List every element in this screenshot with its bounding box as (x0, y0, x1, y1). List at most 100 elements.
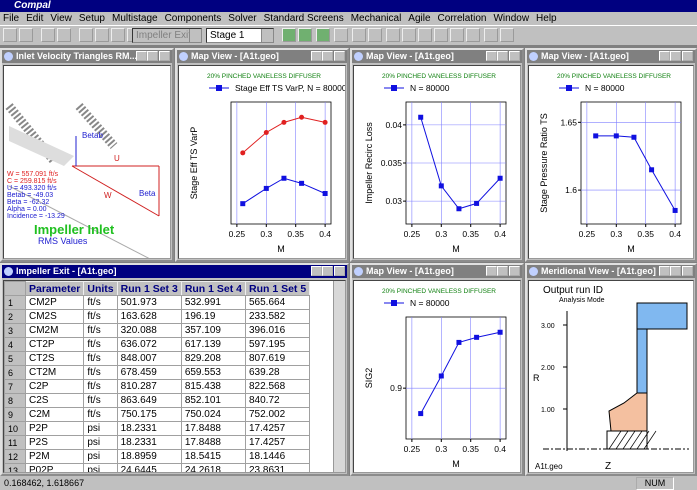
table-cell: 18.1446 (244, 449, 311, 464)
menu-item[interactable]: Multistage (112, 13, 158, 24)
window-title-bar: Impeller Exit - [A1t.geo] (2, 265, 347, 278)
data-point (474, 334, 480, 340)
window-button[interactable] (497, 51, 508, 61)
table-cell: 17.4257 (244, 435, 311, 450)
toolbar-button[interactable] (111, 28, 125, 42)
table-cell: 678.459 (116, 365, 182, 380)
result-value: Alpha = 0.00 (7, 206, 47, 213)
window-button[interactable] (334, 51, 345, 61)
header-cell: Run 1 Set 4 (180, 281, 247, 296)
toolbar-button[interactable] (368, 28, 382, 42)
toolbar-button[interactable] (298, 28, 312, 42)
window-button[interactable] (509, 266, 520, 276)
x-tick-label: 0.4 (494, 444, 506, 454)
legend-label: Stage Eff TS VarP, N = 80000 (235, 83, 345, 93)
table-cell: P02P (24, 463, 85, 472)
toolbar-button[interactable] (282, 28, 296, 42)
toolbar-button[interactable] (352, 28, 366, 42)
window-button[interactable] (147, 51, 158, 61)
window-button[interactable] (659, 51, 670, 61)
table-cell: 233.582 (244, 309, 311, 324)
menu-item[interactable]: Window (493, 13, 530, 24)
toolbar-button[interactable] (316, 28, 330, 42)
toolbar-button[interactable] (19, 28, 33, 42)
menu-item[interactable]: Components (164, 13, 222, 24)
table-cell: 597.195 (244, 337, 311, 352)
toolbar-button[interactable] (3, 28, 17, 42)
menu-item[interactable]: Solver (228, 13, 257, 24)
window-title: Meridional View - [A1t.geo] (541, 266, 656, 276)
toolbar-button[interactable] (386, 28, 400, 42)
menu-item[interactable]: Agile (408, 13, 431, 24)
header-row: Parameter Units Run 1 Set 3 Run 1 Set 4 Run … (4, 281, 311, 296)
diagram-label: Beta (139, 189, 156, 198)
menu-item[interactable]: Mechanical (350, 13, 402, 24)
window-button[interactable] (486, 51, 497, 61)
window-button[interactable] (486, 266, 497, 276)
menu-item[interactable]: View (50, 13, 72, 24)
window-title: Map View - [A1t.geo] (191, 51, 279, 61)
velocity-diagram: Betab U W Beta W = 557.091 ft/sC = 259.815 f… (5, 103, 160, 258)
chart: 20% PINCHED VANELESS DIFFUSER N = 80000 0.… (364, 288, 507, 469)
table-cell: ft/s (83, 365, 118, 380)
toolbar-button[interactable] (500, 28, 514, 42)
window-button[interactable] (136, 51, 147, 61)
chart: 20% PINCHED VANELESS DIFFUSER Stage Eff T… (189, 73, 345, 254)
window-button[interactable] (334, 266, 345, 276)
toolbar-button[interactable] (434, 28, 448, 42)
toolbar-button[interactable] (466, 28, 480, 42)
toolbar-button[interactable] (334, 28, 348, 42)
table-cell: CM2M (24, 323, 85, 338)
table-cell: 18.2331 (116, 421, 182, 436)
table-cell: psi (83, 463, 118, 472)
row-number: 12 (4, 449, 26, 464)
toolbar-button[interactable] (57, 28, 71, 42)
toolbar-button[interactable] (450, 28, 464, 42)
data-point (299, 114, 305, 120)
data-point (281, 119, 287, 125)
blade-shadow (9, 126, 74, 166)
window-button[interactable] (322, 51, 333, 61)
table-cell: 750.024 (180, 407, 247, 422)
toolbar-button[interactable] (95, 28, 109, 42)
table-row: 6 CT2M ft/s 678.459 659.553 639.28 (4, 365, 311, 380)
toolbar-button[interactable] (79, 28, 93, 42)
legend-marker (391, 85, 397, 91)
window-button[interactable] (670, 266, 681, 276)
combo-box[interactable]: Impeller Exit (132, 28, 202, 43)
x-tick-label: 0.25 (579, 229, 596, 239)
menu-item[interactable]: Standard Screens (263, 13, 344, 24)
window-button[interactable] (682, 266, 693, 276)
menu-item[interactable]: Setup (78, 13, 105, 24)
window-button[interactable] (322, 266, 333, 276)
window-button[interactable] (159, 51, 170, 61)
data-point (631, 134, 637, 140)
window-button[interactable] (509, 51, 520, 61)
window-button[interactable] (659, 266, 670, 276)
window-button[interactable] (682, 51, 693, 61)
combo-box[interactable]: Stage 1 (206, 28, 274, 43)
menu-item[interactable]: File (3, 13, 20, 24)
axis-label: 1.00 (541, 407, 555, 414)
x-tick-label: 0.3 (260, 229, 272, 239)
menu-item[interactable]: Correlation (437, 13, 487, 24)
window-client: 20% PINCHED VANELESS DIFFUSER N = 80000 0.… (353, 280, 521, 473)
menu-item[interactable]: Help (536, 13, 557, 24)
toolbar-button[interactable] (402, 28, 416, 42)
table-cell: 822.568 (244, 379, 311, 394)
legend-label: N = 80000 (410, 83, 450, 93)
x-tick-label: 0.3 (435, 444, 447, 454)
window-button[interactable] (311, 266, 322, 276)
data-point (418, 411, 424, 417)
toolbar-button[interactable] (41, 28, 55, 42)
toolbar-button[interactable] (484, 28, 498, 42)
toolbar-button[interactable] (418, 28, 432, 42)
hatch (622, 430, 636, 450)
menu-item[interactable]: Edit (26, 13, 44, 24)
chart-subtitle: 20% PINCHED VANELESS DIFFUSER (557, 73, 671, 80)
window-button[interactable] (670, 51, 681, 61)
window-title-bar: Map View - [A1t.geo] (177, 50, 347, 63)
window-client: Output run ID Analysis Mode 3.00 2.00 1.00 R Z… (528, 280, 694, 473)
window-button[interactable] (497, 266, 508, 276)
window-button[interactable] (311, 51, 322, 61)
